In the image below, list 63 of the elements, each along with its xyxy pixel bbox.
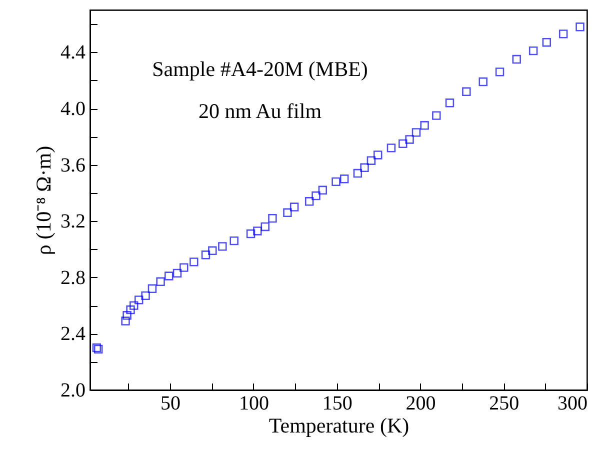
point	[495, 68, 504, 76]
point	[141, 291, 150, 300]
point	[122, 311, 132, 320]
point	[332, 177, 340, 186]
point	[478, 77, 488, 86]
point	[528, 46, 538, 56]
y-axis-title: ρ (10⁻⁸ Ω·m)	[32, 146, 56, 256]
point	[283, 208, 292, 218]
point	[134, 296, 144, 304]
point	[180, 263, 188, 272]
annotation: 20 nm Au film	[198, 99, 322, 123]
x-tick-label: 100	[238, 392, 269, 414]
point	[360, 163, 369, 172]
point	[121, 316, 130, 326]
point	[558, 30, 568, 38]
point	[156, 277, 165, 286]
point	[190, 258, 198, 266]
y-tick-label: 3.6	[60, 154, 86, 176]
point	[130, 301, 138, 310]
point	[353, 168, 362, 178]
point	[201, 250, 210, 260]
point	[340, 174, 349, 184]
point	[230, 236, 238, 246]
point	[366, 156, 376, 165]
point	[164, 272, 174, 280]
point	[253, 226, 262, 236]
point	[420, 121, 429, 130]
y-tick-label: 2.0	[60, 380, 86, 402]
point	[318, 186, 328, 195]
point	[386, 144, 396, 152]
point	[126, 305, 135, 314]
x-axis-title: Temperature (K)	[268, 414, 410, 438]
point	[260, 222, 270, 232]
y-tick-label: 4.0	[60, 98, 86, 120]
y-tick-label: 4.4	[60, 42, 86, 64]
point	[462, 87, 471, 96]
point	[172, 268, 182, 278]
annotation: Sample #A4-20M (MBE)	[152, 57, 368, 81]
x-tick-label: 250	[489, 392, 520, 414]
point	[290, 202, 299, 212]
point	[412, 128, 421, 137]
point	[246, 229, 256, 238]
x-tick-label: 300	[558, 392, 588, 414]
x-tick-label: 150	[322, 392, 352, 414]
point	[268, 214, 277, 223]
point	[304, 197, 314, 206]
y-tick-label: 2.8	[60, 266, 86, 289]
point	[445, 98, 454, 108]
point	[512, 54, 521, 64]
point	[405, 135, 414, 144]
point	[312, 191, 320, 200]
point	[432, 111, 441, 120]
point	[576, 22, 584, 32]
point	[398, 139, 408, 148]
point	[148, 284, 157, 294]
x-tick-label: 200	[406, 392, 436, 414]
point	[542, 38, 551, 47]
x-tick-label: 50	[160, 392, 181, 414]
point	[374, 150, 382, 160]
point	[208, 246, 217, 256]
point	[218, 242, 227, 251]
y-tick-label: 2.4	[60, 323, 86, 346]
y-tick-label: 3.2	[60, 210, 86, 233]
